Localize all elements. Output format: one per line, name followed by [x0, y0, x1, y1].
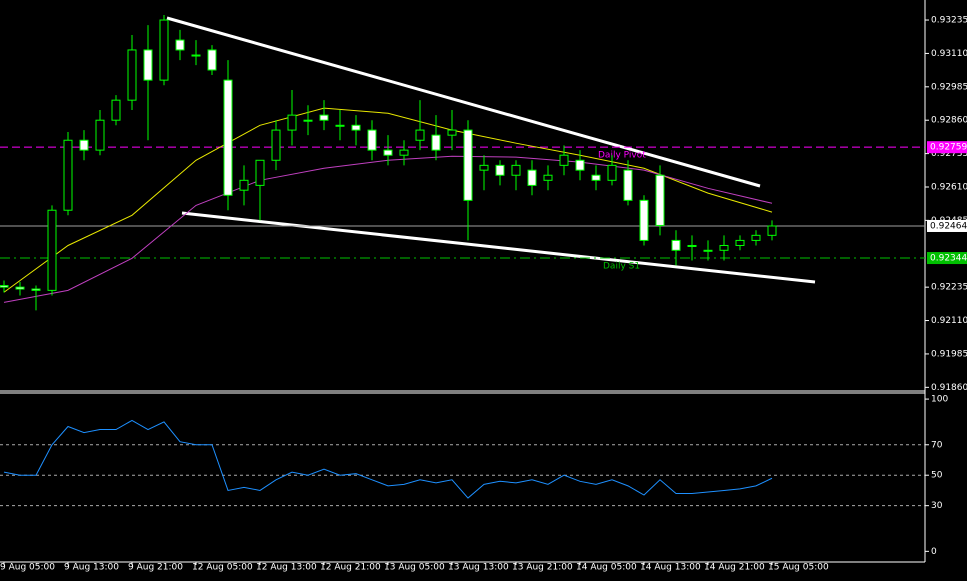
- candle-body: [495, 164, 505, 176]
- y-tick-label: 30: [931, 501, 943, 511]
- candle-body: [639, 199, 649, 241]
- candle-body: [687, 244, 697, 247]
- candle-body: [0, 285, 9, 288]
- level-label: Daily Pivot: [598, 151, 646, 161]
- candle-body: [415, 129, 425, 141]
- candle-body: [527, 169, 537, 186]
- candle-body: [191, 54, 201, 57]
- x-tick-label: 9 Aug 13:00: [64, 563, 119, 573]
- moving-average: [3, 107, 773, 293]
- candle-body: [31, 288, 41, 291]
- candle-body: [79, 139, 89, 151]
- candle-body: [287, 114, 297, 131]
- candle-body: [47, 209, 57, 291]
- y-tick-label: 0.92735: [931, 149, 967, 159]
- x-tick-label: 13 Aug 05:00: [384, 563, 445, 573]
- level-price-box: [927, 141, 967, 154]
- candle-body: [95, 119, 105, 151]
- y-tick-label: 0.91985: [931, 349, 967, 359]
- level-price-box: [927, 219, 967, 232]
- x-tick-label: 14 Aug 13:00: [640, 563, 701, 573]
- x-tick-label: 12 Aug 13:00: [256, 563, 317, 573]
- candle-body: [447, 129, 457, 136]
- candle-body: [703, 249, 713, 252]
- candle-body: [223, 79, 233, 196]
- y-tick-label: 0.92860: [931, 116, 967, 126]
- x-tick-label: 12 Aug 21:00: [320, 563, 381, 573]
- candle-body: [207, 49, 217, 71]
- candle-body: [239, 179, 249, 191]
- candle-body: [399, 149, 409, 156]
- level-price-label: 0.92344: [930, 254, 967, 264]
- candle-body: [431, 134, 441, 151]
- y-tick-label: 0.92610: [931, 182, 967, 192]
- y-tick-label: 0.92235: [931, 283, 967, 293]
- rsi-line: [3, 419, 773, 499]
- candle-body: [175, 39, 185, 51]
- candle-body: [735, 239, 745, 246]
- candle-body: [351, 124, 361, 131]
- x-tick-label: 15 Aug 05:00: [768, 563, 829, 573]
- candle-body: [575, 159, 585, 171]
- x-tick-label: 9 Aug 21:00: [128, 563, 183, 573]
- y-tick-label: 0: [931, 547, 937, 557]
- y-tick-label: 0.92110: [931, 316, 967, 326]
- candle-body: [463, 129, 473, 201]
- level-price-label: 0.92759: [930, 143, 967, 153]
- trend-line: [166, 16, 761, 188]
- candle-body: [607, 164, 617, 181]
- x-tick-label: 14 Aug 05:00: [576, 563, 637, 573]
- candle-body: [511, 164, 521, 176]
- x-tick-label: 13 Aug 21:00: [512, 563, 573, 573]
- candle-body: [335, 124, 345, 127]
- x-tick-label: 12 Aug 05:00: [192, 563, 253, 573]
- y-tick-label: 0.92985: [931, 82, 967, 92]
- candle-body: [719, 244, 729, 251]
- y-tick-label: 50: [931, 471, 943, 481]
- candle-body: [479, 164, 489, 171]
- x-tick-label: 14 Aug 21:00: [704, 563, 765, 573]
- candle-body: [303, 119, 313, 122]
- candle-body: [623, 169, 633, 201]
- candle-body: [367, 129, 377, 151]
- y-tick-label: 0.93235: [931, 16, 967, 26]
- candle-body: [159, 19, 169, 81]
- candle-body: [671, 239, 681, 251]
- candle-body: [271, 129, 281, 161]
- candle-body: [63, 139, 73, 211]
- candle-body: [143, 49, 153, 81]
- candle-body: [591, 174, 601, 181]
- candle-body: [655, 174, 665, 226]
- candle-body: [383, 149, 393, 156]
- candle-body: [543, 174, 553, 181]
- y-tick-label: 100: [931, 395, 948, 405]
- candle-body: [559, 154, 569, 166]
- y-tick-label: 0.91860: [931, 383, 967, 393]
- candle-body: [111, 99, 121, 121]
- candle-body: [127, 49, 137, 101]
- level-label: Daily S1: [603, 262, 640, 272]
- x-tick-label: 13 Aug 13:00: [448, 563, 509, 573]
- candle-body: [255, 159, 265, 186]
- y-tick-label: 0.93110: [931, 49, 967, 59]
- level-price-box: [927, 252, 967, 265]
- candle-body: [751, 234, 761, 241]
- y-tick-label: 70: [931, 440, 943, 450]
- candle-body: [15, 286, 25, 290]
- candle-body: [767, 225, 777, 236]
- level-price-label: 0.92464: [930, 221, 967, 231]
- trend-line: [181, 211, 816, 284]
- x-tick-label: 9 Aug 05:00: [0, 563, 55, 573]
- candle-body: [319, 114, 329, 121]
